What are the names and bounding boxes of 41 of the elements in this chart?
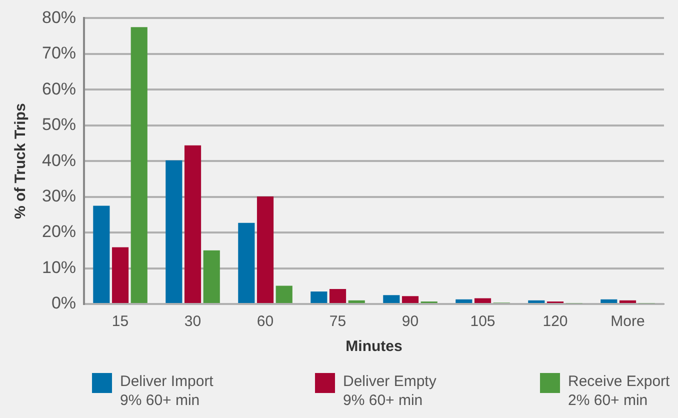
bar: [256, 196, 274, 303]
bar: [383, 295, 400, 303]
y-tick-label: 20%: [42, 222, 76, 242]
x-tick-label: 30: [184, 313, 202, 330]
x-tick-label: More: [610, 313, 645, 330]
bar: [130, 27, 148, 303]
y-tick-label: 0%: [51, 294, 76, 313]
y-tick-label: 80%: [42, 8, 76, 27]
y-tick-label: 70%: [42, 44, 76, 63]
x-tick-label: 15: [112, 313, 129, 330]
bar: [329, 288, 346, 303]
legend-label: Deliver Import 9% 60+ min: [120, 372, 214, 410]
y-tick-label: 50%: [42, 115, 76, 134]
bar: [528, 300, 545, 303]
bar: [348, 300, 365, 303]
x-tick-label: 90: [402, 313, 419, 330]
bar: [238, 222, 255, 303]
bar: [474, 298, 492, 303]
bar: [203, 250, 220, 303]
bar: [93, 206, 110, 303]
x-tick-label: 60: [256, 313, 274, 330]
legend-label: Deliver Empty 9% 60+ min: [343, 372, 436, 410]
x-tick-label: 120: [542, 313, 568, 330]
x-axis-title: Minutes: [346, 338, 402, 356]
bar: [184, 145, 202, 303]
y-tick-label: 60%: [42, 79, 76, 98]
y-tick-label: 30%: [42, 186, 76, 206]
bar: [600, 299, 618, 303]
bar: [619, 300, 636, 303]
bar: [166, 160, 182, 303]
bar: [402, 296, 419, 303]
x-tick-label: 75: [329, 313, 346, 330]
bar: [310, 291, 328, 303]
bar: [112, 247, 129, 303]
bar: [456, 299, 472, 303]
bar: [276, 286, 292, 303]
y-axis-title: % of Truck Trips: [12, 103, 30, 220]
x-tick-label: 105: [470, 313, 496, 330]
y-tick-label: 40%: [42, 150, 76, 170]
legend-label: Receive Export 2% 60+ min: [568, 372, 670, 410]
y-tick-label: 10%: [42, 258, 76, 277]
